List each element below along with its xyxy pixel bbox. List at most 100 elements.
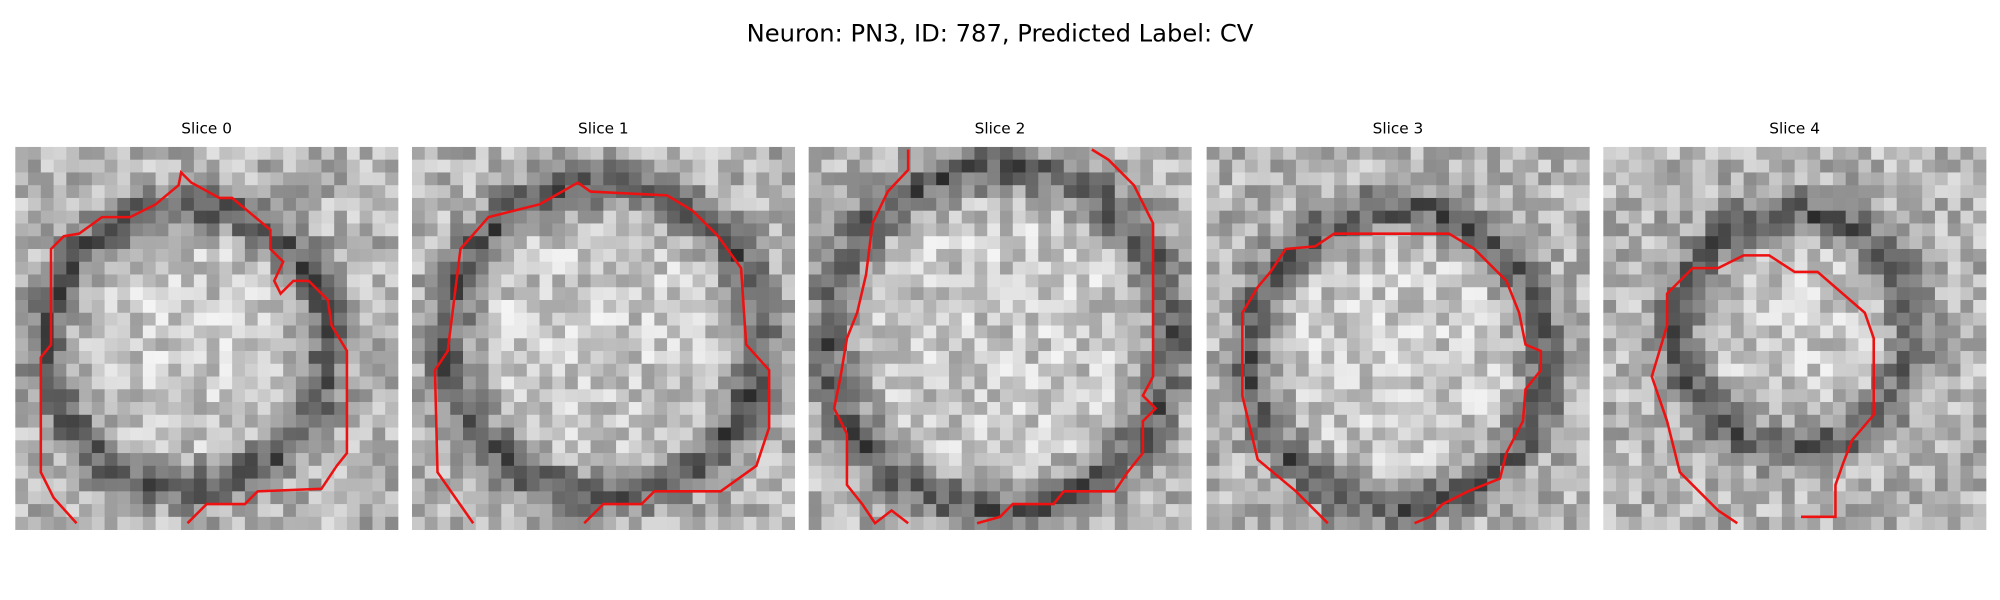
pixel: [616, 389, 630, 403]
pixel: [1563, 338, 1577, 352]
pixel: [1448, 351, 1463, 365]
pixel: [1692, 427, 1706, 441]
pixel: [1283, 351, 1297, 365]
pixel: [539, 248, 553, 263]
pixel: [1730, 300, 1745, 314]
pixel: [552, 312, 566, 326]
pixel: [40, 210, 54, 224]
pixel: [1321, 261, 1335, 275]
pixel: [616, 427, 630, 441]
pixel: [1283, 491, 1297, 505]
pixel: [1628, 210, 1642, 224]
pixel: [1076, 414, 1090, 428]
pixel: [1705, 478, 1719, 492]
pixel: [359, 325, 373, 339]
pixel: [1692, 376, 1706, 390]
pixel: [168, 159, 182, 173]
pixel: [730, 146, 745, 161]
pixel: [1270, 376, 1284, 390]
pixel: [219, 389, 233, 403]
pixel: [859, 491, 873, 505]
pixel: [334, 402, 348, 416]
pixel: [40, 402, 54, 416]
pixel: [756, 491, 770, 505]
pixel: [1295, 146, 1310, 161]
pixel: [1934, 363, 1949, 377]
pixel: [1127, 402, 1141, 416]
pixel: [936, 389, 950, 403]
pixel: [885, 440, 899, 454]
pixel: [463, 478, 477, 492]
pixel: [1794, 159, 1808, 173]
pixel: [1667, 516, 1681, 530]
pixel: [15, 236, 29, 250]
pixel: [1461, 172, 1475, 186]
pixel: [1896, 223, 1910, 237]
pixel: [616, 287, 630, 301]
pixel: [1616, 210, 1630, 224]
pixel: [1947, 197, 1961, 212]
pixel: [1563, 261, 1577, 275]
pixel: [1781, 491, 1796, 505]
pixel: [257, 402, 271, 416]
pixel: [463, 414, 477, 428]
pixel: [206, 300, 220, 314]
pixel: [1909, 172, 1923, 186]
pixel: [667, 261, 681, 275]
pixel: [321, 274, 335, 288]
pixel: [1076, 261, 1090, 275]
pixel: [1487, 300, 1501, 314]
pixel: [616, 516, 630, 530]
pixel: [66, 478, 80, 492]
pixel: [539, 223, 553, 237]
pixel: [897, 261, 912, 275]
pixel: [53, 236, 67, 250]
pixel: [1000, 338, 1014, 352]
pixel: [155, 427, 169, 441]
pixel: [1178, 236, 1192, 250]
pixel: [1219, 300, 1233, 314]
pixel: [1308, 414, 1322, 428]
pixel: [1730, 325, 1745, 339]
pixel: [1308, 185, 1322, 199]
pixel: [1743, 146, 1757, 161]
pixel: [104, 197, 118, 212]
pixel: [565, 453, 579, 467]
pixel: [910, 300, 924, 314]
pixel: [1896, 248, 1910, 263]
pixel: [1769, 453, 1783, 467]
pixel: [1308, 312, 1322, 326]
pixel: [475, 274, 489, 288]
pixel: [1089, 300, 1103, 314]
pixel: [923, 146, 937, 161]
pixel: [181, 478, 195, 492]
pixel: [1257, 197, 1271, 212]
pixel: [1781, 159, 1796, 173]
pixel: [308, 440, 322, 454]
pixel: [1538, 516, 1552, 530]
pixel: [1244, 376, 1259, 390]
pixel: [1385, 338, 1399, 352]
pixel: [1743, 312, 1757, 326]
pixel: [718, 159, 732, 173]
pixel: [372, 351, 386, 365]
pixel: [1576, 146, 1590, 161]
pixel: [1372, 363, 1386, 377]
pixel: [834, 300, 848, 314]
pixel: [168, 504, 182, 518]
pixel: [756, 197, 770, 212]
pixel: [1089, 363, 1103, 377]
pixel: [577, 414, 591, 428]
pixel: [130, 504, 144, 518]
pixel: [692, 274, 706, 288]
pixel: [308, 402, 322, 416]
pixel: [654, 427, 668, 441]
pixel: [756, 478, 770, 492]
pixel: [1922, 504, 1936, 518]
pixel: [1500, 172, 1514, 186]
pixel: [705, 185, 719, 199]
pixel: [1165, 440, 1179, 454]
pixel: [142, 210, 156, 224]
pixel: [1334, 172, 1348, 186]
pixel: [142, 504, 156, 518]
